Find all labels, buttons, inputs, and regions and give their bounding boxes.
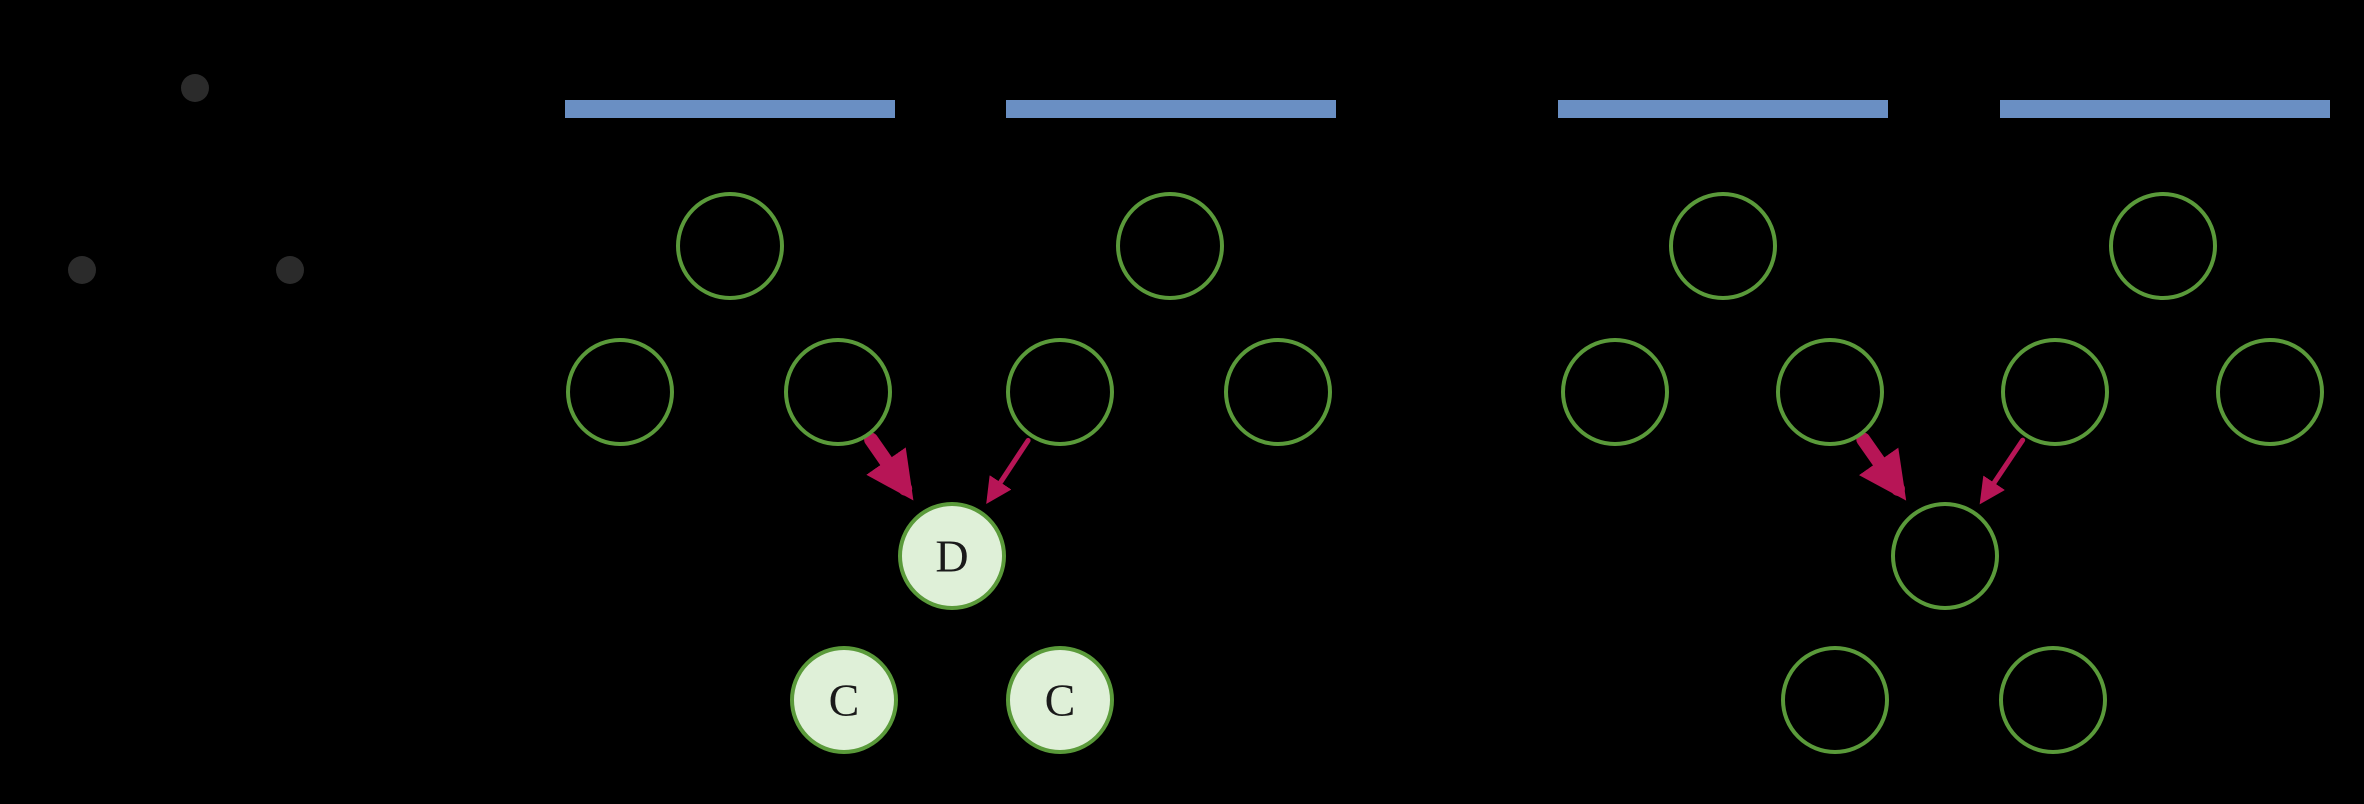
node [2003, 340, 2107, 444]
arrow [990, 440, 1028, 497]
node [1118, 194, 1222, 298]
diagram-canvas: D C C [0, 0, 2364, 804]
node [2218, 340, 2322, 444]
bar [1006, 100, 1336, 118]
node-label: C [829, 675, 860, 726]
node [678, 194, 782, 298]
bar [565, 100, 895, 118]
legend-dot [276, 256, 304, 284]
legend-dot [181, 74, 209, 102]
bar [2000, 100, 2330, 118]
node [1783, 648, 1887, 752]
node [1563, 340, 1667, 444]
node [1008, 340, 1112, 444]
node [2111, 194, 2215, 298]
node [1671, 194, 1775, 298]
node [568, 340, 672, 444]
arrow [871, 440, 905, 489]
node-label: C [1045, 675, 1076, 726]
node-label: D [935, 531, 968, 582]
bar [1558, 100, 1888, 118]
node [1778, 340, 1882, 444]
arrow [1984, 440, 2023, 498]
node [1893, 504, 1997, 608]
node [2001, 648, 2105, 752]
node [1226, 340, 1330, 444]
node [786, 340, 890, 444]
legend-dot [68, 256, 96, 284]
arrow [1863, 439, 1898, 488]
